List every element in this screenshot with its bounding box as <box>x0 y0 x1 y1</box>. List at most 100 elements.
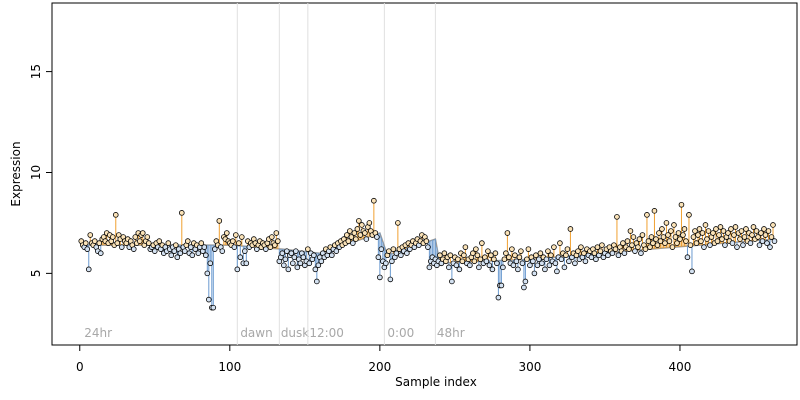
point <box>375 254 382 261</box>
point <box>771 238 778 244</box>
point <box>206 296 212 303</box>
point <box>344 232 350 238</box>
point <box>359 222 365 228</box>
point <box>674 240 680 246</box>
point <box>717 224 724 230</box>
point <box>473 246 479 252</box>
point <box>437 252 443 259</box>
point <box>548 252 554 259</box>
point <box>690 234 697 240</box>
point <box>740 242 746 248</box>
point <box>477 256 484 263</box>
point <box>474 252 481 259</box>
point <box>441 250 448 256</box>
point <box>374 234 380 240</box>
point <box>269 234 275 240</box>
point <box>314 278 320 285</box>
point <box>695 232 701 238</box>
point <box>537 250 544 256</box>
point <box>306 260 313 267</box>
point <box>91 238 98 244</box>
point <box>741 234 748 240</box>
point <box>513 258 520 265</box>
point <box>552 260 559 267</box>
marker-label: 12:00 <box>309 326 344 340</box>
point <box>747 240 754 246</box>
point <box>764 240 770 246</box>
point <box>389 258 395 265</box>
point <box>85 266 92 273</box>
point <box>198 240 205 246</box>
point <box>542 266 548 273</box>
point <box>318 258 325 265</box>
point <box>356 218 362 224</box>
point <box>749 232 755 238</box>
point <box>362 230 368 236</box>
point <box>714 238 721 244</box>
point <box>710 230 716 236</box>
point <box>204 270 211 277</box>
point <box>557 240 563 246</box>
point <box>231 244 238 250</box>
point <box>290 260 296 267</box>
point <box>272 242 278 248</box>
point <box>638 250 644 256</box>
point <box>663 220 670 226</box>
point <box>263 246 269 252</box>
point <box>698 238 704 244</box>
point <box>233 232 239 238</box>
point <box>390 246 397 252</box>
point <box>738 228 745 234</box>
point <box>572 260 578 267</box>
point <box>701 244 707 250</box>
point <box>347 228 353 234</box>
point <box>476 264 482 271</box>
point <box>732 224 739 230</box>
point <box>609 250 616 256</box>
point <box>145 240 152 246</box>
point <box>371 197 377 204</box>
point <box>500 264 506 271</box>
point <box>395 220 401 226</box>
point <box>212 246 218 252</box>
point <box>719 236 725 242</box>
point <box>512 252 518 259</box>
point <box>112 212 119 218</box>
point <box>284 248 290 254</box>
point <box>267 244 274 250</box>
point <box>494 260 500 267</box>
point <box>578 244 584 250</box>
point <box>593 256 599 263</box>
point <box>446 264 452 271</box>
x-tick-label: 200 <box>368 360 391 374</box>
point <box>728 226 734 232</box>
x-tick-label: 300 <box>518 360 541 374</box>
point <box>509 246 515 252</box>
point <box>543 256 550 263</box>
point <box>136 238 143 244</box>
y-tick-label: 10 <box>29 165 43 180</box>
point <box>662 240 668 246</box>
point <box>242 248 248 254</box>
point <box>758 230 764 236</box>
point <box>187 244 194 250</box>
point <box>729 240 736 246</box>
point <box>492 250 499 256</box>
point <box>462 244 469 250</box>
point <box>759 238 766 244</box>
point <box>353 236 359 242</box>
point <box>722 242 728 248</box>
point <box>239 234 245 240</box>
point <box>707 242 713 248</box>
point <box>172 242 179 248</box>
point <box>171 248 178 254</box>
point <box>139 230 146 236</box>
point <box>489 266 496 273</box>
point <box>666 238 673 244</box>
point <box>177 250 184 256</box>
point <box>627 228 634 234</box>
point <box>461 252 467 259</box>
point <box>447 252 454 259</box>
point <box>483 258 490 265</box>
point <box>582 258 589 265</box>
